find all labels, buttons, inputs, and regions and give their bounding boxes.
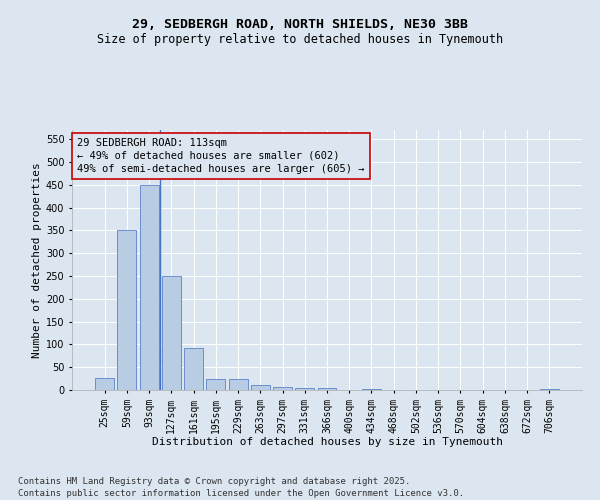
Y-axis label: Number of detached properties: Number of detached properties xyxy=(32,162,41,358)
Text: Size of property relative to detached houses in Tynemouth: Size of property relative to detached ho… xyxy=(97,32,503,46)
Bar xyxy=(317,388,337,390)
Bar xyxy=(162,276,181,390)
Bar xyxy=(95,378,114,390)
Bar xyxy=(118,230,136,390)
X-axis label: Distribution of detached houses by size in Tynemouth: Distribution of detached houses by size … xyxy=(151,437,503,447)
Bar xyxy=(140,184,158,390)
Bar xyxy=(184,348,203,390)
Text: 29 SEDBERGH ROAD: 113sqm
← 49% of detached houses are smaller (602)
49% of semi-: 29 SEDBERGH ROAD: 113sqm ← 49% of detach… xyxy=(77,138,365,174)
Bar xyxy=(540,389,559,390)
Bar xyxy=(206,379,225,390)
Bar xyxy=(229,379,248,390)
Bar xyxy=(273,387,292,390)
Text: Contains HM Land Registry data © Crown copyright and database right 2025.
Contai: Contains HM Land Registry data © Crown c… xyxy=(18,476,464,498)
Bar xyxy=(362,389,381,390)
Bar xyxy=(295,388,314,390)
Text: 29, SEDBERGH ROAD, NORTH SHIELDS, NE30 3BB: 29, SEDBERGH ROAD, NORTH SHIELDS, NE30 3… xyxy=(132,18,468,30)
Bar xyxy=(251,385,270,390)
